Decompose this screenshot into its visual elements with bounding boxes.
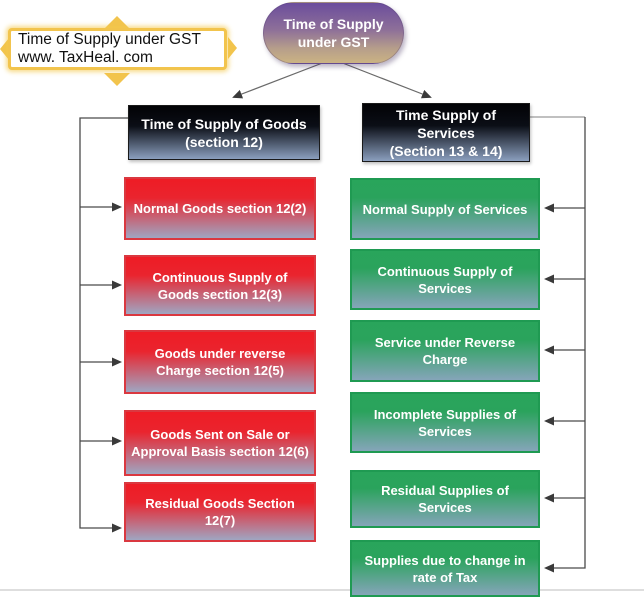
node-goods-header-label: Time of Supply of Goods (section 12) [141, 115, 307, 150]
edge-goods-trunk [79, 117, 128, 533]
node-label: Incomplete Supplies of Services [373, 406, 517, 439]
node-label: Residual Goods Section 12(7) [145, 496, 295, 528]
node-services-rate-change: Supplies due to change in rate of Tax [350, 540, 540, 597]
page-edge-divider [0, 589, 644, 591]
node-goods-residual: Residual Goods Section 12(7) [124, 482, 316, 542]
node-goods-normal: Normal Goods section 12(2) [124, 177, 316, 240]
node-label: Normal Supply of Services [362, 201, 528, 217]
node-label: Goods Sent on Sale or Approval Basis sec… [131, 427, 309, 459]
node-label: Continuous Supply of Goods section 12(3) [152, 269, 288, 302]
node-services-residual: Residual Supplies of Services [350, 470, 540, 528]
callout-url: www. TaxHeal. com [18, 49, 153, 66]
edge-root-to-goods [232, 61, 326, 99]
callout-arrow-right-icon [228, 37, 237, 59]
node-goods-continuous: Continuous Supply of Goods section 12(3) [124, 255, 316, 316]
callout-arrow-up-icon [104, 16, 130, 29]
node-services-header: Time Supply of Services (Section 13 & 14… [362, 103, 530, 162]
node-services-header-label: Time Supply of Services (Section 13 & 14… [389, 106, 503, 159]
node-label: Residual Supplies of Services [381, 483, 509, 515]
edge-services-trunk [544, 117, 586, 573]
node-goods-reverse-charge: Goods under reverse Charge section 12(5) [124, 330, 316, 394]
node-goods-sale-approval: Goods Sent on Sale or Approval Basis sec… [124, 410, 316, 476]
node-label: Supplies due to change in rate of Tax [364, 552, 526, 585]
node-root: Time of Supply under GST [263, 2, 404, 64]
node-label: Normal Goods section 12(2) [133, 201, 307, 216]
node-label: Service under Reverse Charge [374, 335, 516, 367]
node-services-incomplete: Incomplete Supplies of Services [350, 392, 540, 453]
node-services-normal: Normal Supply of Services [350, 178, 540, 240]
node-services-continuous: Continuous Supply of Services [350, 249, 540, 310]
node-label: Goods under reverse Charge section 12(5) [154, 346, 286, 378]
watermark-callout: Time of Supply under GST www. TaxHeal. c… [8, 28, 227, 70]
node-goods-header: Time of Supply of Goods (section 12) [128, 105, 320, 160]
node-services-reverse-charge: Service under Reverse Charge [350, 320, 540, 382]
node-label: Continuous Supply of Services [377, 263, 513, 296]
callout-arrow-left-icon [0, 38, 9, 60]
node-root-label: Time of Supply under GST [283, 16, 384, 50]
callout-title: Time of Supply under GST [18, 31, 201, 48]
callout-arrow-down-icon [104, 73, 130, 86]
edge-root-to-services [339, 61, 432, 99]
